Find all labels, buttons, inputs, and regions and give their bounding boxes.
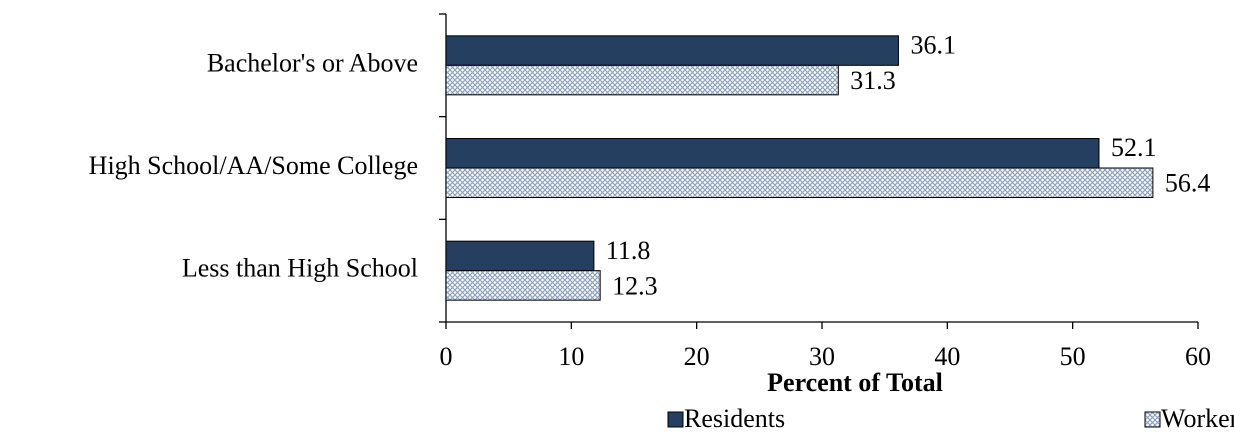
legend-swatch	[1144, 411, 1161, 428]
x-tick-label: 40	[934, 342, 960, 371]
legend-swatch	[667, 411, 684, 428]
x-axis-title: Percent of Total	[767, 368, 943, 397]
x-tick-label: 10	[558, 342, 584, 371]
category-label: High School/AA/Some College	[89, 151, 418, 180]
x-tick-label: 0	[440, 342, 453, 371]
bar	[445, 167, 1154, 198]
data-label: 11.8	[606, 236, 651, 265]
legend-label: Workers	[1161, 404, 1234, 433]
data-label: 52.1	[1111, 133, 1157, 162]
x-tick-label: 30	[809, 342, 835, 371]
bar	[445, 64, 839, 96]
data-label: 36.1	[910, 31, 956, 60]
data-label: 31.3	[850, 66, 896, 95]
x-tick-label: 20	[684, 342, 710, 371]
x-tick-label: 50	[1060, 342, 1086, 371]
data-label: 56.4	[1165, 169, 1211, 198]
bar	[445, 240, 595, 272]
bar	[445, 35, 899, 66]
category-label: Bachelor's or Above	[207, 48, 418, 77]
bar	[445, 138, 1100, 169]
x-tick-label: 60	[1185, 342, 1211, 371]
legend-label: Residents	[684, 404, 785, 433]
category-label: Less than High School	[182, 254, 418, 283]
data-label: 12.3	[612, 271, 658, 300]
bar	[445, 270, 601, 301]
